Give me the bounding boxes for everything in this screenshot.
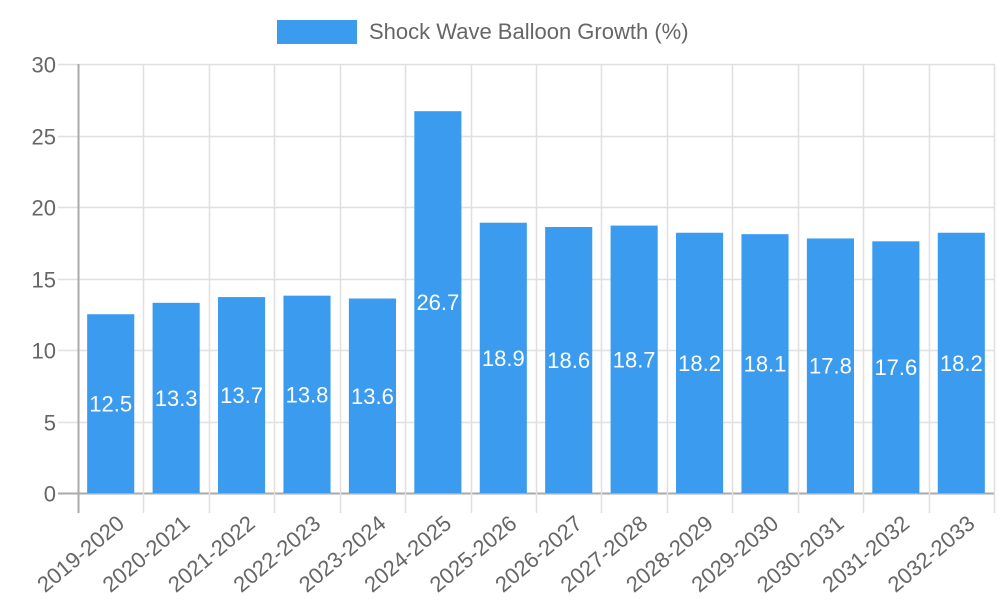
bar[interactable] [283, 295, 331, 493]
bar[interactable] [218, 297, 266, 493]
bar-value-label: 13.6 [351, 384, 394, 409]
bar[interactable] [152, 302, 200, 493]
bar[interactable] [545, 227, 593, 493]
bar[interactable] [87, 314, 135, 493]
chart-legend[interactable]: Shock Wave Balloon Growth (%) [277, 18, 689, 46]
y-tick-label: 5 [44, 411, 56, 436]
bar[interactable] [610, 225, 658, 493]
y-tick-label: 10 [32, 339, 56, 364]
bar[interactable] [937, 232, 985, 494]
bar-value-label: 26.7 [416, 290, 459, 315]
bar-value-label: 18.9 [482, 346, 525, 371]
y-tick-label: 0 [44, 482, 56, 507]
bar-value-label: 13.7 [220, 383, 263, 408]
bar-value-label: 17.8 [809, 354, 852, 379]
bar[interactable] [348, 298, 396, 493]
bar[interactable] [741, 234, 789, 494]
bar[interactable] [872, 241, 920, 493]
bar-value-label: 17.6 [874, 355, 917, 380]
bar-value-label: 18.7 [613, 347, 656, 372]
legend-label: Shock Wave Balloon Growth (%) [369, 19, 689, 44]
bar[interactable] [806, 238, 854, 493]
bar[interactable] [676, 232, 724, 494]
bar-value-label: 13.8 [286, 382, 329, 407]
y-tick-label: 25 [32, 125, 56, 150]
bar[interactable] [479, 222, 527, 494]
bar-value-label: 13.3 [155, 386, 198, 411]
y-tick-label: 30 [32, 53, 56, 78]
y-tick-label: 15 [32, 268, 56, 293]
legend-swatch [277, 20, 357, 44]
bar-value-label: 12.5 [89, 392, 132, 417]
bar-value-label: 18.1 [744, 352, 787, 377]
bar-value-label: 18.2 [940, 351, 983, 376]
y-tick-label: 20 [32, 196, 56, 221]
bar-value-label: 18.2 [678, 351, 721, 376]
bar-value-label: 18.6 [547, 348, 590, 373]
bar[interactable] [414, 111, 462, 493]
